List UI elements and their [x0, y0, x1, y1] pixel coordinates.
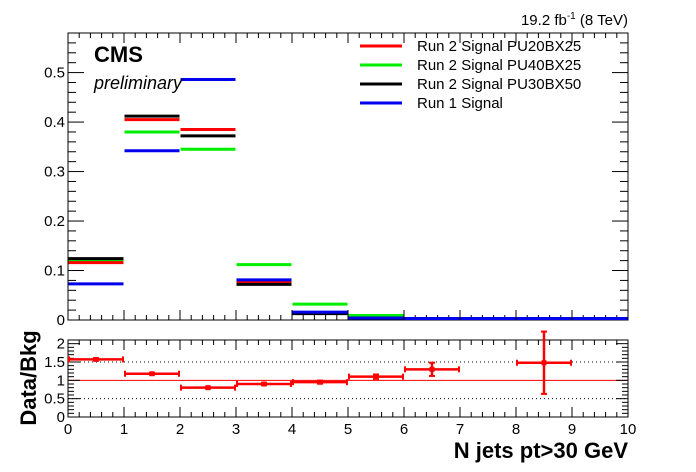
main-y-tick-label: 0.1 [44, 263, 65, 280]
ratio-points [68, 330, 572, 395]
ratio-point [68, 356, 124, 363]
lumi-energy: (8 TeV) [576, 12, 628, 29]
lumi-label: 19.2 fb-1 (8 TeV) [521, 11, 628, 29]
ratio-x-tick-label: 3 [232, 421, 240, 438]
cms-label: CMS [94, 42, 143, 67]
ratio-point [292, 379, 348, 386]
ratio-marker [205, 385, 211, 391]
ratio-y-tick-label: 1 [57, 372, 65, 389]
series-2 [68, 130, 628, 320]
lumi-exponent: -1 [567, 11, 576, 22]
main-y-tick-label: 0 [57, 312, 65, 329]
ratio-y-tick-label: 1.5 [44, 354, 65, 371]
ratio-x-tick-label: 4 [288, 421, 296, 438]
legend-entry: Run 2 Signal PU20BX25 [417, 38, 581, 55]
legend: Run 2 Signal PU20BX25 Run 2 Signal PU40BX… [360, 38, 581, 112]
ratio-x-tick-label: 2 [176, 421, 184, 438]
ratio-x-tick-label: 5 [344, 421, 352, 438]
ratio-y-tick-label: 0.5 [44, 391, 65, 408]
main-y-tick-label: 0.5 [44, 65, 65, 82]
ratio-x-tick-label: 7 [456, 421, 464, 438]
ratio-point [348, 373, 404, 380]
series-3 [68, 114, 628, 320]
main-y-axis: 0 0.1 0.2 0.3 0.4 0.5 [44, 32, 628, 329]
ratio-marker [93, 356, 99, 362]
ratio-point [180, 384, 236, 391]
ratio-point [404, 361, 460, 377]
histogram-series [68, 78, 628, 320]
ratio-point [516, 330, 572, 395]
ratio-marker [317, 379, 323, 385]
ratio-y-axis-title: Data/Bkg [16, 330, 41, 425]
ratio-x-tick-label: 0 [64, 421, 72, 438]
legend-entry: Run 1 Signal [417, 95, 503, 112]
ratio-x-tick-label: 10 [620, 421, 637, 438]
main-y-tick-label: 0.4 [44, 114, 65, 131]
ratio-y-tick-label: 0 [57, 409, 65, 426]
main-y-tick-label: 0.3 [44, 164, 65, 181]
x-axis-title: N jets pt>30 GeV [454, 438, 629, 463]
lumi-value: 19.2 fb [521, 12, 567, 29]
legend-entry: Run 2 Signal PU40BX25 [417, 57, 581, 74]
ratio-marker [541, 360, 547, 366]
ratio-x-axis: 0 1 2 3 4 5 6 7 8 9 10 [64, 340, 637, 438]
ratio-marker [261, 381, 267, 387]
ratio-x-tick-label: 9 [568, 421, 576, 438]
series-4 [68, 78, 628, 320]
ratio-point [236, 381, 292, 387]
ratio-y-tick-label: 2 [57, 336, 65, 353]
ratio-marker [429, 366, 435, 372]
ratio-x-tick-label: 8 [512, 421, 520, 438]
legend-entry: Run 2 Signal PU30BX50 [417, 76, 581, 93]
ratio-marker [373, 374, 379, 380]
ratio-x-tick-label: 1 [120, 421, 128, 438]
ratio-x-tick-label: 6 [400, 421, 408, 438]
ratio-point [124, 370, 180, 377]
preliminary-label: preliminary [93, 73, 183, 93]
main-y-tick-label: 0.2 [44, 213, 65, 230]
ratio-marker [149, 371, 155, 377]
ratio-y-axis: 00.5 11.52 [44, 336, 628, 426]
